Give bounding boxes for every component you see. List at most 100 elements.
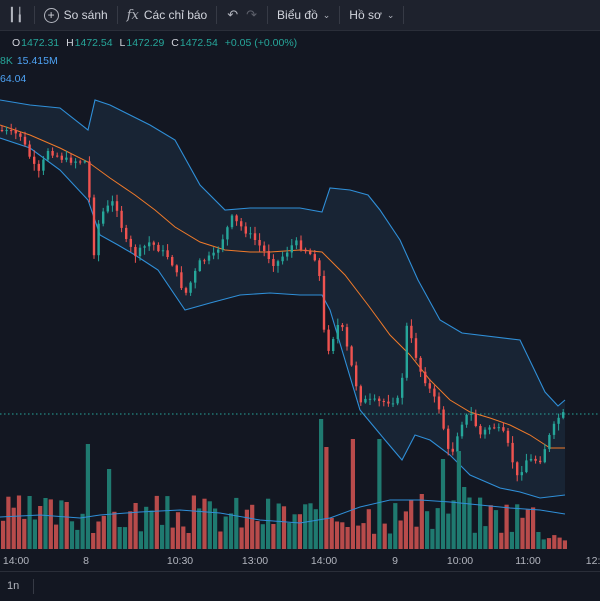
candle xyxy=(355,365,358,387)
candle xyxy=(148,242,151,247)
candle xyxy=(451,448,454,452)
redo-button[interactable]: ↷ xyxy=(242,0,265,30)
timeframe-button[interactable]: 1n xyxy=(7,580,20,592)
volume-bar xyxy=(435,508,440,549)
time-tick: 14:00 xyxy=(2,555,30,567)
volume-bar xyxy=(541,539,546,549)
volume-bar xyxy=(562,540,567,549)
volume-bar xyxy=(387,533,393,549)
volume-bar xyxy=(228,513,234,549)
ohlc-legend: O1472.31 H1472.54 L1472.29 C1472.54 +0.0… xyxy=(0,34,600,52)
candle xyxy=(557,417,560,424)
candle xyxy=(529,458,533,461)
volume-bar xyxy=(96,521,101,549)
volume-bar xyxy=(6,496,11,549)
candle xyxy=(525,460,528,473)
chart-type-button[interactable]: Biểu đồ ⌄ xyxy=(270,0,337,30)
volume-bar xyxy=(16,495,22,549)
candle xyxy=(240,221,243,227)
volume-bar xyxy=(446,513,451,549)
volume-bar xyxy=(223,516,228,549)
profile-button[interactable]: Hồ sơ ⌄ xyxy=(342,0,401,30)
candle xyxy=(562,412,565,418)
open-value: 1472.31 xyxy=(21,37,60,49)
volume-bar xyxy=(361,523,366,549)
candle xyxy=(364,398,367,403)
candle xyxy=(143,246,146,248)
profile-label: Hồ sơ xyxy=(349,8,382,22)
indicators-button[interactable]: fx Các chỉ báo xyxy=(120,0,215,30)
volume-bar xyxy=(244,509,249,549)
toolbar-separator xyxy=(403,6,405,24)
candle xyxy=(134,247,137,257)
volume-bar xyxy=(356,525,361,549)
compare-label: So sánh xyxy=(63,8,108,22)
candle xyxy=(0,130,4,131)
volume-bar xyxy=(281,506,287,549)
volume-bar xyxy=(234,497,239,549)
volume-bar xyxy=(409,500,414,549)
volume-ma-value: 15.415M xyxy=(16,55,58,67)
candle xyxy=(460,424,464,437)
volume-bar xyxy=(403,511,408,549)
compare-button[interactable]: + So sánh xyxy=(37,0,115,30)
bollinger-lower-line xyxy=(0,137,566,499)
candle xyxy=(299,240,303,250)
bollinger-basis-line xyxy=(0,124,565,449)
candle xyxy=(230,215,234,228)
candle xyxy=(378,398,381,401)
volume-bar xyxy=(509,531,514,549)
volume-bar xyxy=(218,531,223,549)
time-tick: 12:0 xyxy=(585,555,600,567)
candle xyxy=(23,136,27,145)
undo-button[interactable]: ↶ xyxy=(219,0,242,30)
volume-bar xyxy=(186,533,191,549)
volume-bar xyxy=(430,528,435,549)
volume-bar xyxy=(536,532,541,549)
candle xyxy=(304,249,307,252)
close-label: C xyxy=(171,37,179,49)
candle xyxy=(37,163,40,171)
volume-bar xyxy=(292,514,297,549)
volume-bar xyxy=(11,507,16,549)
drawing-tools-button[interactable]: ┃╽ xyxy=(0,0,32,30)
candle xyxy=(65,157,68,160)
candle xyxy=(28,144,31,157)
time-axis: 14:00 8 10:30 13:00 14:00 9 10:00 11:00 … xyxy=(0,553,600,571)
candle xyxy=(189,282,192,293)
volume-bar xyxy=(478,497,483,549)
candle xyxy=(295,240,298,246)
candle xyxy=(14,130,17,134)
candle xyxy=(506,430,510,443)
time-tick: 10:30 xyxy=(166,555,194,567)
redo-icon: ↷ xyxy=(246,7,258,22)
volume-bar xyxy=(202,498,207,549)
volume-bar xyxy=(520,517,525,549)
time-tick: 10:00 xyxy=(446,555,474,567)
candle-series xyxy=(0,123,565,482)
volume-bar xyxy=(170,527,175,549)
candle xyxy=(534,458,537,461)
bollinger-upper-line xyxy=(0,99,566,407)
indicators-icon: fx xyxy=(126,7,139,23)
candle xyxy=(161,250,165,252)
volume-legend: 8K 15.415M xyxy=(0,52,600,70)
compare-icon: + xyxy=(43,7,59,23)
volume-bar xyxy=(239,527,244,549)
candle xyxy=(387,401,390,404)
candle xyxy=(106,205,109,212)
volume-bar xyxy=(197,508,202,549)
candle xyxy=(79,161,82,163)
candle xyxy=(493,427,496,429)
low-value: 1472.29 xyxy=(126,37,165,49)
candle xyxy=(46,151,50,160)
volume-bar xyxy=(493,510,499,549)
volume-bar xyxy=(250,504,255,549)
volume-bar xyxy=(32,519,37,549)
price-chart[interactable] xyxy=(0,90,600,553)
candle xyxy=(313,254,316,261)
candle xyxy=(207,255,211,261)
candle xyxy=(263,245,266,251)
volume-bar xyxy=(308,503,313,549)
volume-value: 8K xyxy=(0,55,13,67)
